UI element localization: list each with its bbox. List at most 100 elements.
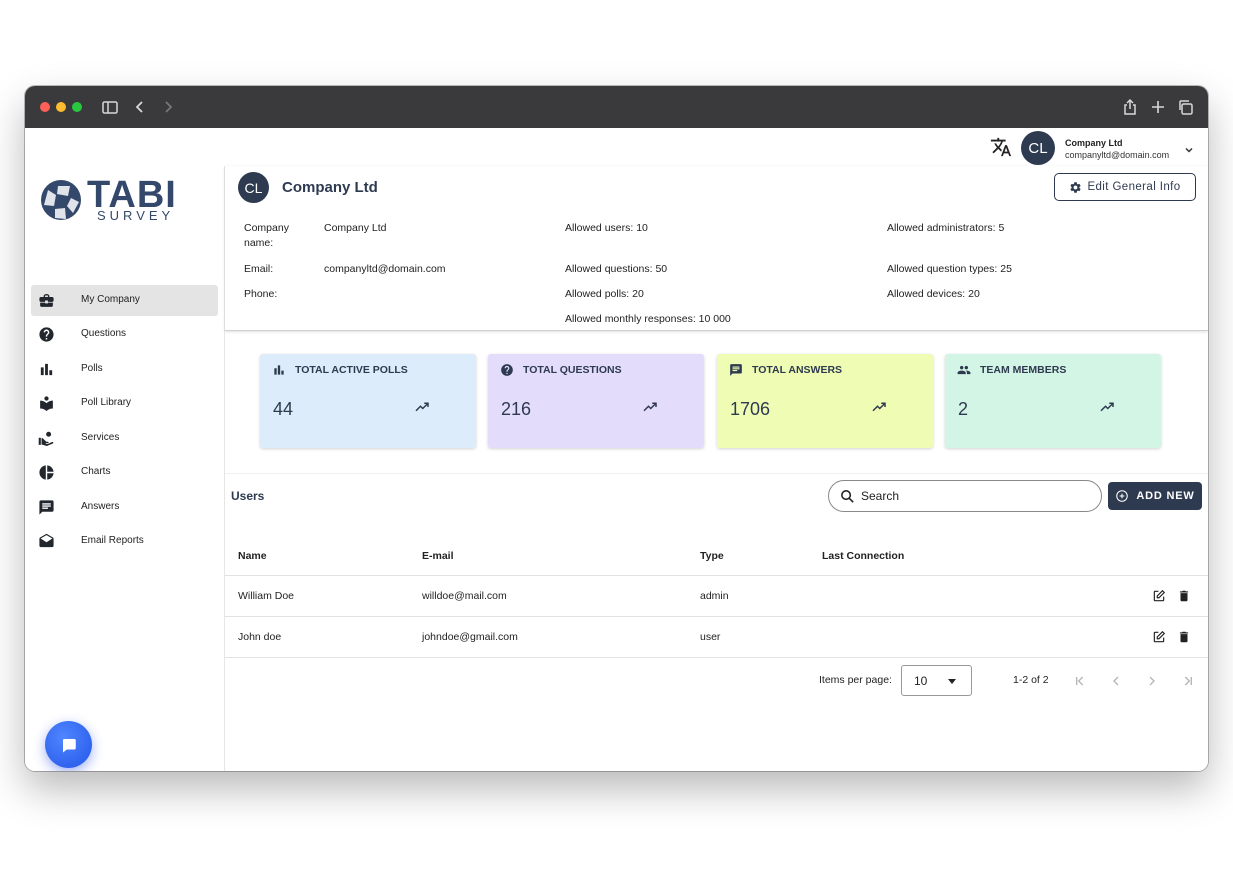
stat-card-team-members: TEAM MEMBERS 2 <box>945 354 1161 448</box>
allowed-question-types: Allowed question types: 25 <box>887 263 1012 275</box>
chat-icon <box>62 738 76 752</box>
search-icon <box>841 490 854 503</box>
next-page-icon[interactable] <box>1144 673 1160 689</box>
share-icon[interactable] <box>1120 97 1140 117</box>
sidebar-item-poll-library[interactable]: Poll Library <box>31 388 218 419</box>
sidebar-item-label: Poll Library <box>81 397 132 408</box>
logo-subtext: SURVEY <box>97 208 175 223</box>
help-circle-icon <box>500 363 514 377</box>
pagination-range: 1-2 of 2 <box>1013 674 1049 686</box>
table-row: William Doe willdoe@mail.com admin <box>225 575 1208 616</box>
allowed-polls: Allowed polls: 20 <box>565 288 644 300</box>
tabi-survey-logo[interactable]: TABI SURVEY <box>40 174 180 228</box>
sidebar: TABI SURVEY My Company Questions Polls <box>25 166 225 771</box>
stat-card-active-polls: TOTAL ACTIVE POLLS 44 <box>260 354 476 448</box>
edit-icon[interactable] <box>1152 630 1166 644</box>
dropdown-caret-icon <box>948 679 956 684</box>
trending-up-icon <box>870 398 888 416</box>
first-page-icon[interactable] <box>1072 673 1088 689</box>
company-avatar: CL <box>238 172 269 203</box>
cell-type: admin <box>700 590 729 602</box>
items-per-page-label: Items per page: <box>819 674 892 686</box>
sidebar-item-label: Email Reports <box>81 535 144 546</box>
translate-icon[interactable] <box>990 136 1012 158</box>
allowed-users: Allowed users: 10 <box>565 222 648 234</box>
tab-overview-icon[interactable] <box>1176 97 1196 117</box>
sidebar-item-charts[interactable]: Charts <box>31 457 218 488</box>
users-section-divider <box>225 473 1208 474</box>
allowed-administrators: Allowed administrators: 5 <box>887 222 1005 234</box>
edit-general-info-button[interactable]: Edit General Info <box>1054 173 1196 201</box>
phone-label: Phone: <box>244 288 278 300</box>
add-new-button[interactable]: ADD NEW <box>1108 482 1202 510</box>
stat-title: TOTAL QUESTIONS <box>523 364 622 376</box>
company-info-card: CL Company Ltd Edit General Info Company… <box>225 166 1208 331</box>
hand-service-icon <box>38 430 55 447</box>
sidebar-item-polls[interactable]: Polls <box>31 354 218 385</box>
browser-window: CL Company Ltd companyltd@domain.com TAB… <box>25 86 1208 771</box>
items-per-page-select[interactable]: 10 <box>901 665 972 696</box>
pie-chart-icon <box>38 464 55 481</box>
trending-up-icon <box>413 398 431 416</box>
library-icon <box>38 395 55 412</box>
minimize-window-button[interactable] <box>56 102 66 112</box>
new-tab-icon[interactable] <box>1148 97 1168 117</box>
chevron-down-icon[interactable] <box>1183 143 1195 155</box>
edit-button-label: Edit General Info <box>1087 181 1181 193</box>
search-field[interactable] <box>828 480 1102 512</box>
allowed-monthly-responses: Allowed monthly responses: 10 000 <box>565 313 731 325</box>
column-header-last-connection[interactable]: Last Connection <box>822 550 905 562</box>
sidebar-item-email-reports[interactable]: Email Reports <box>31 526 218 557</box>
stat-value: 216 <box>501 399 532 419</box>
users-title: Users <box>231 489 265 503</box>
sidebar-item-questions[interactable]: Questions <box>31 319 218 350</box>
user-avatar[interactable]: CL <box>1021 131 1055 165</box>
logo-text: TABI <box>87 174 177 216</box>
forward-icon[interactable] <box>158 97 178 117</box>
maximize-window-button[interactable] <box>72 102 82 112</box>
cell-type: user <box>700 631 721 643</box>
sidebar-item-label: My Company <box>81 294 140 305</box>
message-icon <box>729 363 743 377</box>
add-circle-icon <box>1116 490 1129 502</box>
previous-page-icon[interactable] <box>1108 673 1124 689</box>
gear-icon <box>1070 181 1081 193</box>
sidebar-item-label: Charts <box>81 466 111 477</box>
message-icon <box>38 499 55 516</box>
back-icon[interactable] <box>130 97 150 117</box>
chat-button[interactable] <box>45 721 92 768</box>
column-header-type[interactable]: Type <box>700 550 724 562</box>
sidebar-toggle-icon[interactable] <box>100 97 120 117</box>
sidebar-item-answers[interactable]: Answers <box>31 492 218 523</box>
trending-up-icon <box>1098 398 1116 416</box>
allowed-questions: Allowed questions: 50 <box>565 263 668 275</box>
stat-value: 1706 <box>730 399 771 419</box>
edit-icon[interactable] <box>1152 589 1166 603</box>
last-page-icon[interactable] <box>1180 673 1196 689</box>
add-new-label: ADD NEW <box>1136 490 1195 502</box>
bar-chart-icon <box>272 363 286 377</box>
stat-title: TEAM MEMBERS <box>980 364 1067 376</box>
close-window-button[interactable] <box>40 102 50 112</box>
people-icon <box>957 363 971 377</box>
sidebar-item-my-company[interactable]: My Company <box>31 285 218 316</box>
allowed-devices: Allowed devices: 20 <box>887 288 980 300</box>
sidebar-item-label: Answers <box>81 501 120 512</box>
delete-icon[interactable] <box>1177 630 1191 644</box>
column-header-email[interactable]: E-mail <box>422 550 454 562</box>
header-company-name: Company Ltd <box>1065 138 1123 148</box>
cell-name: William Doe <box>238 590 295 602</box>
cell-email: johndoe@gmail.com <box>422 631 518 643</box>
delete-icon[interactable] <box>1177 589 1191 603</box>
stat-value: 44 <box>273 399 294 419</box>
sidebar-item-services[interactable]: Services <box>31 423 218 454</box>
stat-card-questions: TOTAL QUESTIONS 216 <box>488 354 704 448</box>
table-bottom-border <box>225 657 1208 658</box>
cell-email: willdoe@mail.com <box>422 590 507 602</box>
search-input[interactable] <box>861 487 1091 505</box>
company-name-value: Company Ltd <box>324 222 387 234</box>
column-header-name[interactable]: Name <box>238 550 267 562</box>
browser-titlebar <box>25 86 1208 128</box>
app-content: CL Company Ltd companyltd@domain.com TAB… <box>25 128 1208 771</box>
trending-up-icon <box>641 398 659 416</box>
